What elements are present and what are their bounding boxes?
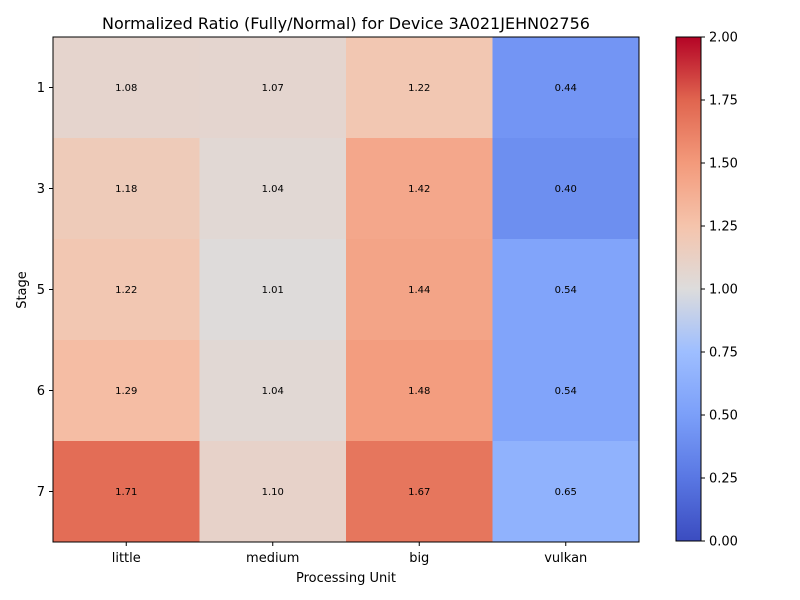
- colorbar-tick-label: 1.25: [709, 220, 738, 235]
- colorbar-tick-label: 1.75: [709, 94, 738, 109]
- heatmap-cell: [53, 138, 200, 240]
- x-axis-label: Processing Unit: [296, 571, 396, 586]
- colorbar-tick-label: 0.75: [709, 346, 738, 361]
- colorbar-ticks: 0.00 0.25 0.50 0.75 1.00 1.25 1.50 1.75 2.00: [701, 31, 738, 550]
- x-tick-label: vulkan: [544, 551, 587, 566]
- x-tick-label: medium: [246, 551, 299, 566]
- cell-value-label: 0.65: [555, 487, 577, 498]
- heatmap-cell: [199, 239, 347, 341]
- y-tick-label: 6: [37, 384, 45, 399]
- heatmap-cell: [346, 441, 493, 543]
- cell-value-label: 1.67: [408, 487, 430, 498]
- x-tick-label: little: [112, 551, 141, 566]
- x-tick-label: big: [409, 551, 429, 566]
- heatmap-cell: [492, 138, 640, 240]
- heatmap-cell: [199, 441, 347, 543]
- cell-value-label: 1.01: [262, 285, 284, 296]
- cell-value-label: 1.22: [115, 285, 137, 296]
- cell-value-label: 1.10: [262, 487, 284, 498]
- chart-title: Normalized Ratio (Fully/Normal) for Devi…: [102, 14, 590, 33]
- cell-value-label: 0.44: [555, 83, 577, 94]
- heatmap-cell-labels: 1.08 1.07 1.22 0.44 1.18 1.04 1.42 0.40 1.22 1.01…: [115, 83, 577, 498]
- heatmap-cell: [53, 441, 200, 543]
- y-tick-label: 7: [37, 485, 45, 500]
- colorbar-tick-label: 1.00: [709, 283, 738, 298]
- y-axis-label: Stage: [15, 271, 30, 309]
- y-tick-label: 5: [37, 283, 45, 298]
- colorbar-tick-label: 0.00: [709, 535, 738, 550]
- heatmap-cell: [492, 37, 640, 139]
- heatmap-cells: [53, 37, 640, 543]
- heatmap-cell: [346, 239, 493, 341]
- colorbar-tick-label: 2.00: [709, 31, 738, 46]
- colorbar-tick-label: 1.50: [709, 157, 738, 172]
- heatmap-cell: [492, 340, 640, 442]
- heatmap-cell: [492, 441, 640, 543]
- heatmap-cell: [199, 138, 347, 240]
- heatmap-cell: [53, 37, 200, 139]
- heatmap-cell: [346, 37, 493, 139]
- cell-value-label: 1.42: [408, 184, 430, 195]
- cell-value-label: 0.54: [555, 285, 577, 296]
- heatmap-cell: [53, 340, 200, 442]
- heatmap-cell: [53, 239, 200, 341]
- colorbar-tick-label: 0.50: [709, 409, 738, 424]
- heatmap-cell: [492, 239, 640, 341]
- cell-value-label: 1.22: [408, 83, 430, 94]
- cell-value-label: 1.29: [115, 386, 137, 397]
- x-axis-ticks: little medium big vulkan: [112, 542, 587, 566]
- cell-value-label: 1.04: [262, 184, 284, 195]
- cell-value-label: 1.71: [115, 487, 137, 498]
- cell-value-label: 1.08: [115, 83, 137, 94]
- cell-value-label: 1.44: [408, 285, 430, 296]
- heatmap-cell: [199, 37, 347, 139]
- cell-value-label: 1.04: [262, 386, 284, 397]
- heatmap-cell: [346, 138, 493, 240]
- cell-value-label: 1.07: [262, 83, 284, 94]
- y-tick-label: 3: [37, 182, 45, 197]
- cell-value-label: 1.48: [408, 386, 430, 397]
- colorbar-tick-label: 0.25: [709, 472, 738, 487]
- cell-value-label: 0.54: [555, 386, 577, 397]
- cell-value-label: 0.40: [555, 184, 577, 195]
- cell-value-label: 1.18: [115, 184, 137, 195]
- heatmap-cell: [199, 340, 347, 442]
- y-axis-ticks: 1 3 5 6 7: [37, 81, 53, 500]
- heatmap-cell: [346, 340, 493, 442]
- colorbar: [675, 36, 702, 542]
- y-tick-label: 1: [37, 81, 45, 96]
